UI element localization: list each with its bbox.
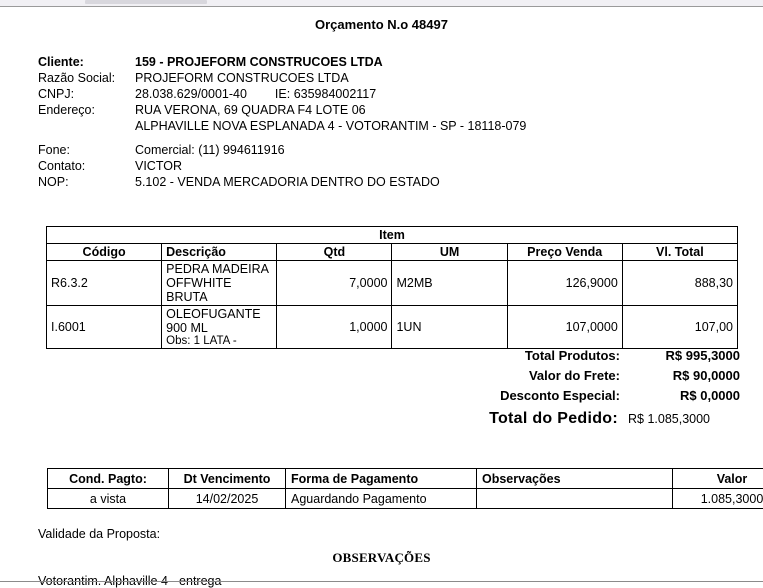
client-label-razao-social: Razão Social: bbox=[38, 70, 135, 86]
items-table-group-header-row: Item bbox=[47, 227, 738, 244]
client-row-endereco: Endereço: RUA VERONA, 69 QUADRA F4 LOTE … bbox=[38, 102, 698, 118]
client-row-razao-social: Razão Social: PROJEFORM CONSTRUCOES LTDA bbox=[38, 70, 698, 86]
client-row-fone: Fone: Comercial: (11) 994611916 bbox=[38, 142, 698, 158]
client-value-cnpj: 28.038.629/0001-40 bbox=[135, 87, 247, 101]
items-table-header-row: Código Descrição Qtd UM Preço Venda Vl. … bbox=[47, 244, 738, 261]
totals-row-total-produtos: Total Produtos: R$ 995,3000 bbox=[430, 346, 740, 366]
payment-col-valor: Valor bbox=[673, 469, 763, 489]
item-codigo: I.6001 bbox=[47, 306, 162, 349]
item-codigo: R6.3.2 bbox=[47, 261, 162, 306]
client-row-cliente: Cliente: 159 - PROJEFORM CONSTRUCOES LTD… bbox=[38, 54, 698, 70]
client-value-ie: 635984002117 bbox=[294, 87, 377, 101]
client-label-cliente: Cliente: bbox=[38, 54, 135, 70]
totals-row-desconto-especial: Desconto Especial: R$ 0,0000 bbox=[430, 386, 740, 406]
payment-conditions-table: Cond. Pagto: Dt Vencimento Forma de Paga… bbox=[47, 468, 763, 509]
item-preco-venda: 126,9000 bbox=[507, 261, 622, 306]
client-row-nop: NOP: 5.102 - VENDA MERCADORIA DENTRO DO … bbox=[38, 174, 698, 190]
totals-block: Total Produtos: R$ 995,3000 Valor do Fre… bbox=[430, 346, 740, 432]
payment-observacoes bbox=[477, 489, 673, 509]
items-col-um: UM bbox=[392, 244, 507, 261]
payment-col-cond-pagto: Cond. Pagto: bbox=[48, 469, 169, 489]
client-label-blank bbox=[38, 118, 135, 134]
items-col-vl-total: Vl. Total bbox=[622, 244, 737, 261]
items-col-qtd: Qtd bbox=[277, 244, 392, 261]
client-value-razao-social: PROJEFORM CONSTRUCOES LTDA bbox=[135, 70, 698, 86]
table-row[interactable]: I.6001 OLEOFUGANTE 900 ML Obs: 1 LATA - … bbox=[47, 306, 738, 349]
bottom-divider bbox=[0, 581, 763, 582]
table-row[interactable]: a vista 14/02/2025 Aguardando Pagamento … bbox=[48, 489, 763, 509]
item-descricao: OLEOFUGANTE 900 ML bbox=[166, 307, 272, 335]
payment-valor: 1.085,3000 bbox=[673, 489, 763, 509]
item-um: M2MB bbox=[392, 261, 507, 306]
client-value-nop: 5.102 - VENDA MERCADORIA DENTRO DO ESTAD… bbox=[135, 174, 698, 190]
client-row-cnpj: CNPJ: 28.038.629/0001-40 IE: 635984002117 bbox=[38, 86, 698, 102]
totals-label-valor-frete: Valor do Frete: bbox=[529, 366, 628, 386]
client-value-cliente: 159 - PROJEFORM CONSTRUCOES LTDA bbox=[135, 54, 698, 70]
totals-label-desconto-especial: Desconto Especial: bbox=[500, 386, 628, 406]
totals-row-valor-frete: Valor do Frete: R$ 90,0000 bbox=[430, 366, 740, 386]
payment-col-observacoes: Observações bbox=[477, 469, 673, 489]
totals-row-total-pedido: Total do Pedido: R$ 1.085,3000 bbox=[430, 406, 740, 432]
items-col-descricao: Descrição bbox=[162, 244, 277, 261]
totals-value-total-produtos: R$ 995,3000 bbox=[628, 346, 740, 366]
totals-value-valor-frete: R$ 90,0000 bbox=[628, 366, 740, 386]
client-info-block: Cliente: 159 - PROJEFORM CONSTRUCOES LTD… bbox=[38, 54, 698, 190]
client-value-cnpj-group: 28.038.629/0001-40 IE: 635984002117 bbox=[135, 86, 698, 102]
client-label-nop: NOP: bbox=[38, 174, 135, 190]
client-value-fone: Comercial: (11) 994611916 bbox=[135, 142, 698, 158]
totals-label-total-produtos: Total Produtos: bbox=[525, 346, 628, 366]
payment-table-header-row: Cond. Pagto: Dt Vencimento Forma de Paga… bbox=[48, 469, 763, 489]
table-row[interactable]: R6.3.2 PEDRA MADEIRA OFFWHITE BRUTA 7,00… bbox=[47, 261, 738, 306]
payment-forma-pagamento: Aguardando Pagamento bbox=[286, 489, 477, 509]
client-label-cnpj: CNPJ: bbox=[38, 86, 135, 102]
item-vl-total: 107,00 bbox=[622, 306, 737, 349]
client-value-contato: VICTOR bbox=[135, 158, 698, 174]
client-value-endereco: RUA VERONA, 69 QUADRA F4 LOTE 06 bbox=[135, 102, 698, 118]
items-table-group-header: Item bbox=[47, 227, 738, 244]
client-row-endereco-line2: ALPHAVILLE NOVA ESPLANADA 4 - VOTORANTIM… bbox=[38, 118, 698, 134]
totals-value-desconto-especial: R$ 0,0000 bbox=[628, 386, 740, 406]
payment-col-dt-vencimento: Dt Vencimento bbox=[169, 469, 286, 489]
client-label-contato: Contato: bbox=[38, 158, 135, 174]
item-vl-total: 888,30 bbox=[622, 261, 737, 306]
item-um: 1UN bbox=[392, 306, 507, 349]
validade-da-proposta-label: Validade da Proposta: bbox=[38, 527, 160, 541]
item-qtd: 1,0000 bbox=[277, 306, 392, 349]
client-row-contato: Contato: VICTOR bbox=[38, 158, 698, 174]
client-label-endereco: Endereço: bbox=[38, 102, 135, 118]
item-descricao: PEDRA MADEIRA OFFWHITE BRUTA bbox=[162, 261, 277, 306]
client-label-ie: IE: bbox=[275, 87, 290, 101]
document-sheet: Orçamento N.o 48497 Cliente: 159 - PROJE… bbox=[0, 8, 763, 582]
items-col-codigo: Código bbox=[47, 244, 162, 261]
item-descricao-cell: OLEOFUGANTE 900 ML Obs: 1 LATA - bbox=[162, 306, 277, 349]
window-toolbar-strip bbox=[0, 0, 763, 7]
totals-label-total-pedido: Total do Pedido: bbox=[489, 406, 626, 432]
payment-col-forma-pagamento: Forma de Pagamento bbox=[286, 469, 477, 489]
items-table: Item Código Descrição Qtd UM Preço Venda… bbox=[46, 226, 738, 349]
totals-value-total-pedido: R$ 1.085,3000 bbox=[626, 406, 740, 432]
payment-cond-pagto: a vista bbox=[48, 489, 169, 509]
items-col-preco-venda: Preço Venda bbox=[507, 244, 622, 261]
page-title: Orçamento N.o 48497 bbox=[0, 17, 763, 32]
observacoes-heading: OBSERVAÇÕES bbox=[0, 550, 763, 566]
client-value-endereco-line2: ALPHAVILLE NOVA ESPLANADA 4 - VOTORANTIM… bbox=[135, 118, 698, 134]
item-qtd: 7,0000 bbox=[277, 261, 392, 306]
payment-dt-vencimento: 14/02/2025 bbox=[169, 489, 286, 509]
item-preco-venda: 107,0000 bbox=[507, 306, 622, 349]
client-label-fone: Fone: bbox=[38, 142, 135, 158]
toolbar-button-group[interactable] bbox=[85, 0, 207, 4]
item-obs: Obs: 1 LATA - bbox=[166, 335, 272, 347]
